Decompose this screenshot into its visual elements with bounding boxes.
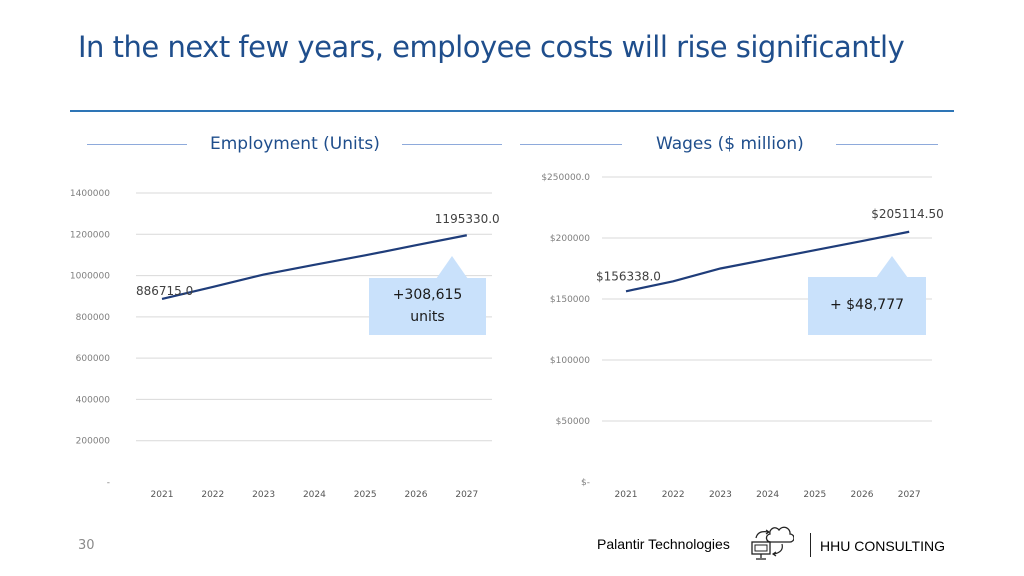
footer-company: Palantir Technologies xyxy=(597,536,730,552)
wages-change-callout: + $48,777 xyxy=(808,277,926,335)
employment-callout-pointer xyxy=(436,256,468,279)
employment-title-rule-left xyxy=(87,144,187,145)
wages-chart-title: Wages ($ million) xyxy=(656,134,804,154)
wages-ytick-label: $150000 xyxy=(550,295,590,305)
footer-separator xyxy=(810,533,811,557)
wages-title-rule-left xyxy=(520,144,622,145)
employment-change-unit: units xyxy=(410,308,445,325)
employment-ytick-label: 400000 xyxy=(76,395,111,405)
footer-brand: HHU CONSULTING xyxy=(820,538,945,554)
employment-xtick-label: 2024 xyxy=(303,490,326,500)
wages-change-value: + $48,777 xyxy=(829,297,905,314)
employment-change-value: +308,615 xyxy=(392,286,463,303)
employment-ytick-label: - xyxy=(107,478,110,488)
employment-data-label: 1195330.0 xyxy=(435,212,500,226)
wages-xtick-label: 2026 xyxy=(851,490,874,500)
employment-title-rule-right xyxy=(402,144,502,145)
employment-xtick-label: 2027 xyxy=(455,490,478,500)
wages-xtick-label: 2027 xyxy=(898,490,921,500)
wages-ytick-label: $50000 xyxy=(556,417,591,427)
wages-data-label: $156338.0 xyxy=(596,269,661,283)
page-title: In the next few years, employee costs wi… xyxy=(78,30,905,64)
wages-ytick-label: $- xyxy=(581,478,590,488)
wages-xtick-label: 2023 xyxy=(709,490,732,500)
employment-change-callout: +308,615 units xyxy=(369,278,486,335)
employment-ytick-label: 200000 xyxy=(76,437,111,447)
employment-xtick-label: 2021 xyxy=(151,490,174,500)
employment-xtick-label: 2023 xyxy=(252,490,275,500)
title-divider xyxy=(70,110,954,112)
wages-ytick-label: $250000.0 xyxy=(541,173,590,183)
employment-ytick-label: 800000 xyxy=(76,313,111,323)
employment-ytick-label: 600000 xyxy=(76,354,111,364)
wages-data-label: $205114.50 xyxy=(871,207,944,221)
employment-xtick-label: 2025 xyxy=(354,490,377,500)
cloud-computer-icon xyxy=(751,526,794,560)
employment-data-label: 886715.0 xyxy=(136,284,193,298)
wages-callout-pointer xyxy=(876,256,908,278)
employment-xtick-label: 2022 xyxy=(201,490,224,500)
wages-ytick-label: $200000 xyxy=(550,234,590,244)
wages-xtick-label: 2022 xyxy=(662,490,685,500)
employment-xtick-label: 2026 xyxy=(405,490,428,500)
wages-title-rule-right xyxy=(836,144,938,145)
employment-ytick-label: 1400000 xyxy=(70,189,110,199)
wages-xtick-label: 2024 xyxy=(756,490,779,500)
wages-ytick-label: $100000 xyxy=(550,356,590,366)
employment-ytick-label: 1000000 xyxy=(70,272,110,282)
wages-xtick-label: 2025 xyxy=(803,490,826,500)
employment-ytick-label: 1200000 xyxy=(70,230,110,240)
employment-chart-title: Employment (Units) xyxy=(210,134,380,154)
page-number: 30 xyxy=(78,538,95,553)
wages-xtick-label: 2021 xyxy=(615,490,638,500)
